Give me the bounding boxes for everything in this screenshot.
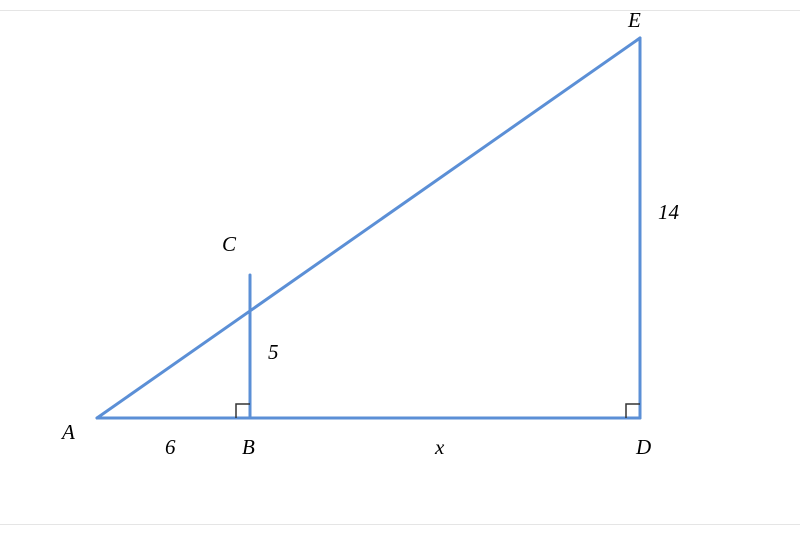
side-label-de: 14 bbox=[658, 200, 679, 225]
point-label-c: C bbox=[222, 232, 236, 257]
side-label-bd: x bbox=[435, 435, 444, 460]
point-label-b: B bbox=[242, 435, 255, 460]
side-label-bc: 5 bbox=[268, 340, 279, 365]
geometry-svg bbox=[0, 0, 800, 543]
point-label-d: D bbox=[636, 435, 651, 460]
diagram-stage: A B C D E 6 5 x 14 bbox=[0, 0, 800, 543]
side-label-ab: 6 bbox=[165, 435, 176, 460]
point-label-a: A bbox=[62, 420, 75, 445]
point-label-e: E bbox=[628, 8, 641, 33]
